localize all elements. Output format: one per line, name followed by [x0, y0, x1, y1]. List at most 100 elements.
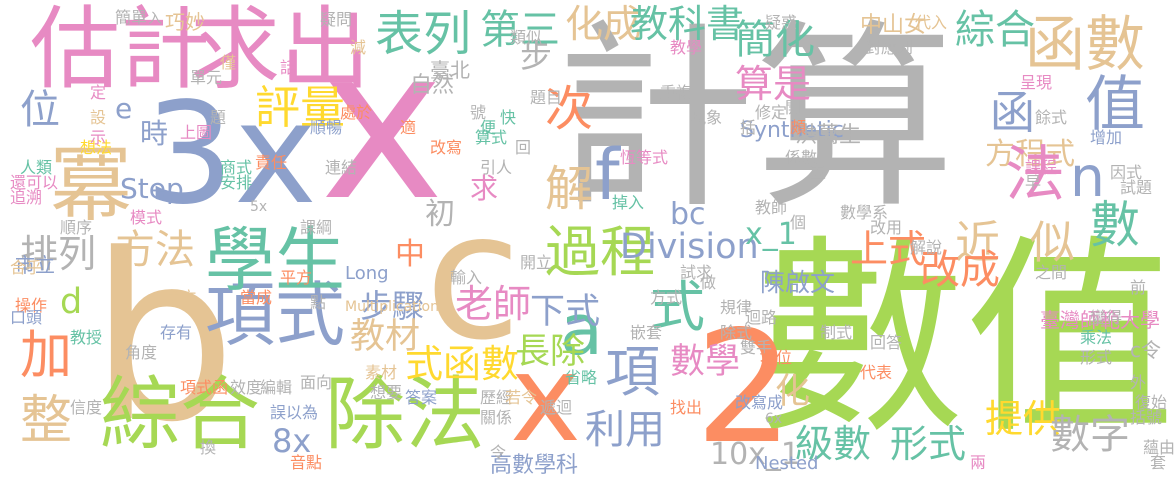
word-131: 教師	[755, 198, 788, 217]
word-57: 函數	[1025, 10, 1145, 80]
word-17: 評量	[255, 81, 346, 134]
word-172: 答案	[405, 388, 438, 407]
word-64: 近	[955, 216, 1001, 269]
word-135: 開立	[520, 253, 553, 272]
word-126: 連結	[325, 158, 358, 177]
word-145: 口頭	[10, 308, 43, 327]
word-156: 角度	[125, 343, 158, 362]
word-197: 便	[480, 118, 497, 137]
word-33: f	[595, 134, 620, 216]
word-102: 增加	[1090, 128, 1123, 147]
word-142: 做	[700, 273, 717, 292]
word-5: b	[90, 206, 236, 473]
word-67: 改成	[920, 247, 1000, 293]
word-76: 臺北	[430, 58, 470, 82]
word-182: 換	[200, 438, 217, 457]
word-19: 排列	[20, 232, 97, 276]
word-116: 早	[1025, 173, 1042, 192]
word-143: 合乎	[10, 258, 43, 277]
word-80: Multiplication	[345, 299, 439, 315]
word-15: 項式	[205, 274, 345, 356]
word-50: bc	[670, 197, 706, 232]
word-6: c	[425, 176, 522, 379]
word-78: 巧妙	[165, 10, 205, 34]
word-13: 綜合	[100, 368, 260, 461]
word-36: 式	[650, 275, 706, 339]
word-108: 改寫	[430, 138, 463, 157]
word-84: 高數學科	[490, 453, 579, 478]
word-35: a	[560, 289, 603, 371]
word-90: 簡單	[115, 8, 148, 27]
word-164: 復始	[1135, 393, 1168, 412]
word-184: 令	[490, 443, 507, 462]
word-88: 5x	[250, 199, 268, 215]
word-72: 提供	[985, 397, 1062, 441]
word-7: 2	[695, 297, 794, 478]
word-159: 回答	[870, 333, 903, 352]
word-82: 臺灣師範大學	[1040, 308, 1160, 332]
word-138: 雙手	[740, 338, 773, 357]
word-177: 信度	[70, 398, 103, 417]
word-160: 乘法	[1080, 328, 1113, 347]
word-167: 效度	[230, 378, 263, 397]
word-71: 形式	[890, 422, 967, 466]
word-38: 利用	[585, 407, 665, 453]
word-41: 老師	[455, 282, 532, 326]
word-96: 現象	[690, 108, 723, 127]
word-21: 整	[20, 391, 73, 451]
word-198: 適	[400, 118, 417, 137]
word-103: 修定	[755, 103, 788, 122]
word-73: 數字	[1050, 412, 1130, 458]
word-53: 10x_1	[710, 437, 801, 472]
word-11: 冪	[50, 138, 133, 233]
word-2: 數值	[755, 217, 1175, 462]
word-98: 對應到	[865, 38, 914, 57]
word-151: 前	[1130, 278, 1147, 297]
word-14: 除法	[325, 368, 485, 461]
word-85: 市立	[15, 253, 55, 277]
word-200: 開	[785, 98, 802, 117]
word-58: 值	[1085, 70, 1145, 140]
word-181: 找出	[670, 398, 703, 417]
word-110: 引人	[480, 158, 513, 177]
word-174: 若令	[505, 388, 538, 407]
word-22: d	[60, 282, 83, 322]
word-120: 人類	[20, 158, 53, 177]
word-83: 國立	[165, 288, 198, 307]
word-54: 簡化	[735, 17, 815, 63]
word-23: e	[115, 92, 133, 125]
word-48: 初	[425, 197, 455, 232]
word-180: 遞迴	[540, 398, 573, 417]
word-199: 頗	[790, 118, 807, 137]
word-173: 歷經	[480, 388, 513, 407]
word-152: 變得	[1090, 308, 1123, 327]
word-155: 教授	[70, 328, 103, 347]
word-87: c令	[1130, 338, 1161, 362]
word-124: 安排	[220, 173, 253, 192]
word-185: 套	[1150, 453, 1167, 472]
word-133: 改用	[870, 218, 903, 237]
word-24: 時	[140, 117, 169, 150]
word-55: 算是	[735, 62, 812, 106]
word-47: 數學	[670, 342, 741, 382]
word-190: 單元	[190, 68, 223, 87]
word-186: 蘊由	[1143, 438, 1175, 457]
word-137: 除式	[720, 323, 753, 342]
word-45: 下式	[530, 292, 601, 332]
word-52: 8x	[272, 422, 312, 460]
word-187: 兩	[970, 453, 987, 472]
word-195: 號	[470, 103, 487, 122]
word-148: 方式	[650, 288, 683, 307]
word-203: 個	[790, 213, 807, 232]
word-146: 平方	[280, 268, 313, 287]
word-30: 次	[545, 81, 594, 137]
word-101: 餘式	[1035, 108, 1068, 127]
word-129: 課綱	[300, 218, 333, 237]
word-112: 五	[810, 163, 827, 182]
word-74: Synthetic	[740, 118, 844, 143]
word-51: x_1	[745, 217, 797, 252]
word-92: 疑問	[320, 10, 353, 29]
word-183: 音點	[290, 453, 323, 472]
word-70: 級數	[795, 422, 872, 466]
word-109: 恆等式	[620, 148, 669, 167]
